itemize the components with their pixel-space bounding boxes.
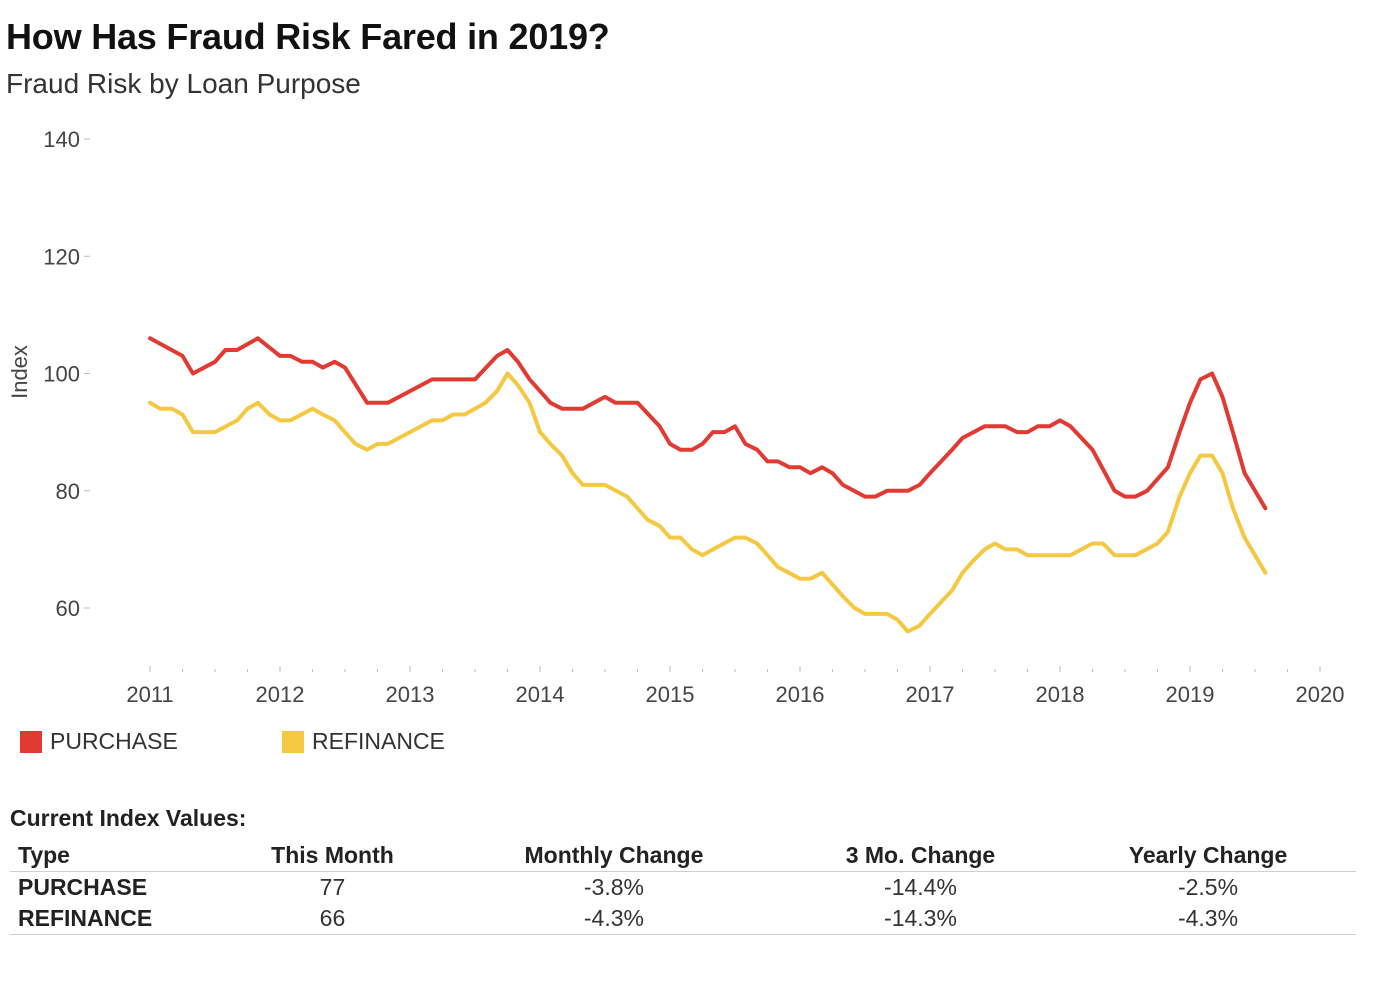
purchase-swatch	[20, 730, 42, 753]
x-tick-label: 2014	[516, 682, 565, 707]
cell-type: PURCHASE	[18, 874, 148, 900]
table-header-row: Type This Month Monthly Change 3 Mo. Cha…	[10, 840, 1356, 872]
y-axis: 60 80 100 120 140 Index	[7, 127, 90, 621]
col-type: Type	[10, 840, 218, 872]
series-lines	[148, 336, 1268, 634]
legend-label-purchase: PURCHASE	[50, 728, 178, 754]
x-tick-label: 2017	[906, 682, 955, 707]
x-tick-label: 2012	[256, 682, 305, 707]
table-row: REFINANCE 66 -4.3% -14.3% -4.3%	[10, 903, 1356, 935]
x-axis: 2011 2012 2013 2014 2015 2016 2017 2018 2019 2020	[126, 666, 1344, 707]
legend-label-refinance: REFINANCE	[312, 728, 445, 754]
refinance-swatch	[282, 730, 304, 753]
x-tick-label: 2016	[776, 682, 825, 707]
legend-item-purchase[interactable]: PURCHASE	[20, 728, 178, 755]
cell-yearly-change: -2.5%	[1177, 874, 1239, 900]
cell-monthly-change: -4.3%	[446, 903, 781, 935]
cell-this-month: 66	[218, 903, 447, 935]
y-tick-label: 100	[43, 362, 80, 387]
x-tick-label: 2015	[646, 682, 695, 707]
table-row: PURCHASE 77 -3.8% -14.4% -2.5%	[10, 872, 1356, 904]
cell-monthly-change: -3.8%	[583, 874, 644, 900]
col-this-month: This Month	[218, 840, 447, 872]
table-title: Current Index Values:	[10, 805, 247, 831]
cell-yearly-change: -4.3%	[1060, 903, 1356, 935]
cell-type: REFINANCE	[10, 903, 218, 935]
y-tick-label: 60	[56, 596, 80, 621]
index-values-table: Type This Month Monthly Change 3 Mo. Cha…	[10, 840, 1356, 935]
cell-3mo-change: -14.4%	[884, 874, 957, 900]
series-line-refinance	[148, 371, 1268, 634]
col-3mo-change: 3 Mo. Change	[780, 840, 1061, 872]
y-tick-label: 80	[56, 479, 80, 504]
cell-this-month: 77	[319, 874, 346, 900]
x-tick-label: 2018	[1036, 682, 1085, 707]
y-tick-label: 120	[43, 244, 80, 269]
cell-3mo-change: -14.3%	[780, 903, 1061, 935]
legend-item-refinance[interactable]: REFINANCE	[282, 728, 445, 755]
x-tick-label: 2011	[126, 682, 173, 707]
x-tick-label: 2019	[1166, 682, 1215, 707]
y-axis-label: Index	[7, 345, 32, 399]
chart-subtitle: Fraud Risk by Loan Purpose	[6, 68, 361, 99]
chart-title: How Has Fraud Risk Fared in 2019?	[6, 16, 610, 57]
col-yearly-change: Yearly Change	[1060, 840, 1356, 872]
col-monthly-change: Monthly Change	[446, 840, 781, 872]
x-tick-label: 2020	[1296, 682, 1345, 707]
y-tick-label: 140	[43, 127, 80, 152]
x-tick-label: 2013	[386, 682, 435, 707]
series-line-purchase	[148, 336, 1268, 511]
